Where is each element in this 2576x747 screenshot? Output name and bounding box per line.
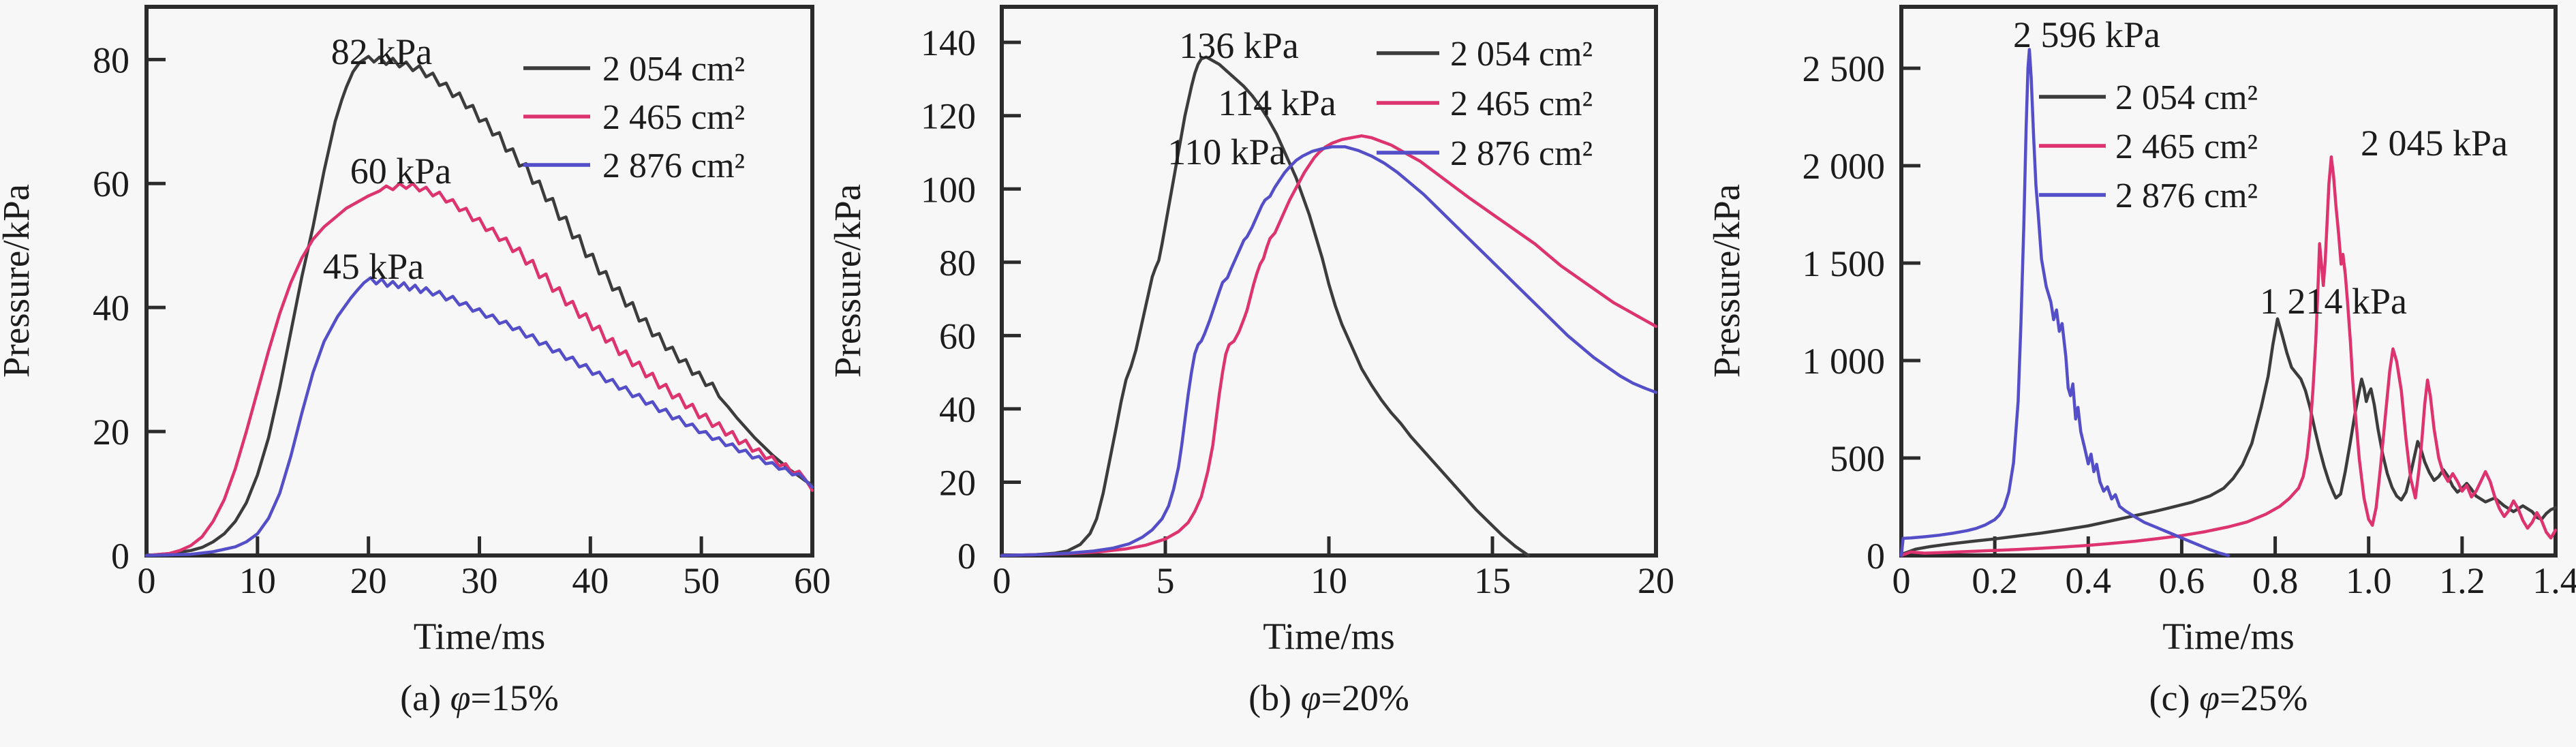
y-tick-label: 1 000 [1803, 341, 1886, 382]
axes-box [144, 5, 814, 558]
x-tick-label: 20 [350, 560, 387, 601]
peak-annotation: 2 596 kPa [2013, 14, 2160, 55]
chart-b: 0 20 40 60 80 100 120 140 0 5 10 15 20 136 kPa 114 kPa… [827, 5, 1674, 718]
subplot-caption: (c) φ=25% [2149, 677, 2308, 718]
legend: 2 054 cm² 2 465 cm² 2 876 cm² [2039, 78, 2258, 215]
y-tick-label: 1 500 [1803, 243, 1886, 284]
subplot-caption: (a) φ=15% [400, 677, 559, 718]
y-tick-label: 500 [1830, 438, 1885, 479]
series-line-2465cmcm2 [1000, 134, 1658, 558]
y-axis-label: Pressure/kPa [0, 184, 37, 378]
series-line-2876cmcm2 [144, 276, 814, 558]
peak-annotation: 114 kPa [1218, 82, 1336, 123]
x-tick-label: 0.2 [1972, 560, 2018, 601]
legend-label: 2 465 cm² [2115, 127, 2258, 166]
subplot-caption: (b) φ=20% [1248, 677, 1409, 718]
legend: 2 054 cm² 2 465 cm² 2 876 cm² [1377, 35, 1593, 173]
x-tick-label: 0.6 [2159, 560, 2205, 601]
x-tick-label: 20 [1638, 560, 1674, 601]
y-tick-label: 0 [111, 536, 129, 577]
y-tick-label: 120 [921, 96, 976, 137]
chart-a: 0 20 40 60 80 0 10 20 30 40 50 60 82 kPa 60 kPa 45 kPa… [0, 5, 831, 718]
series-line-2876cmcm2 [1000, 145, 1658, 558]
legend: 2 054 cm² 2 465 cm² 2 876 cm² [523, 50, 745, 185]
x-tick-label: 0 [138, 560, 156, 601]
legend-label: 2 876 cm² [2115, 177, 2258, 215]
x-axis-label: Time/ms [2162, 615, 2295, 657]
peak-annotation: 60 kPa [350, 151, 452, 192]
x-tick-label: 1.2 [2439, 560, 2485, 601]
series-line-2876cmcm2 [1899, 48, 2230, 558]
chart-c: 0 500 1 000 1 500 2 000 2 500 0 0.2 0.4 0.6 0.8 1.0… [1706, 5, 2576, 718]
x-tick-label: 0 [1892, 560, 1911, 601]
x-axis-label: Time/ms [414, 615, 546, 657]
y-tick-label: 20 [93, 412, 129, 453]
series-line-2054cmcm2 [1000, 55, 1531, 558]
x-axis-label: Time/ms [1263, 615, 1395, 657]
y-tick-label: 140 [921, 22, 976, 63]
y-tick-label: 40 [93, 288, 129, 329]
peak-annotation: 2 045 kPa [2361, 123, 2508, 164]
x-tick-label: 60 [794, 560, 831, 601]
axes-box [1000, 5, 1658, 558]
series-line-2465cmcm2 [1899, 155, 2558, 558]
y-axis-label: Pressure/kPa [827, 184, 868, 378]
x-tick-label: 15 [1474, 560, 1511, 601]
x-tick-label: 1.4 [2532, 560, 2576, 601]
x-tick-label: 10 [239, 560, 276, 601]
y-tick-label: 40 [939, 389, 976, 430]
legend-label: 2 054 cm² [2115, 78, 2258, 117]
legend-label: 2 054 cm² [1450, 35, 1593, 74]
x-tick-label: 1.0 [2346, 560, 2392, 601]
legend-label: 2 465 cm² [602, 98, 745, 137]
x-tick-label: 40 [572, 560, 609, 601]
y-axis-label: Pressure/kPa [1706, 184, 1747, 378]
y-tick-label: 100 [921, 169, 976, 210]
legend-label: 2 876 cm² [1450, 134, 1593, 173]
x-tick-label: 0.8 [2252, 560, 2299, 601]
x-tick-label: 50 [683, 560, 720, 601]
y-tick-label: 2 500 [1803, 48, 1886, 89]
peak-annotation: 45 kPa [323, 246, 425, 287]
y-tick-label: 60 [93, 164, 129, 204]
y-tick-label: 0 [1867, 536, 1885, 577]
y-tick-label: 80 [93, 40, 129, 80]
peak-annotation: 110 kPa [1167, 132, 1286, 172]
legend-label: 2 876 cm² [602, 147, 745, 185]
peak-annotation: 136 kPa [1179, 25, 1299, 66]
peak-annotation: 1 214 kPa [2260, 281, 2407, 322]
x-tick-label: 0 [993, 560, 1011, 601]
y-tick-label: 2 000 [1803, 146, 1886, 187]
y-tick-label: 0 [957, 536, 976, 577]
y-tick-label: 80 [939, 243, 976, 284]
peak-annotation: 82 kPa [331, 31, 433, 72]
x-tick-label: 10 [1310, 560, 1347, 601]
legend-label: 2 465 cm² [1450, 85, 1593, 123]
x-tick-label: 30 [461, 560, 498, 601]
x-tick-label: 5 [1156, 560, 1175, 601]
legend-label: 2 054 cm² [602, 50, 745, 89]
y-tick-label: 20 [939, 462, 976, 503]
y-tick-label: 60 [939, 316, 976, 356]
x-tick-label: 0.4 [2066, 560, 2112, 601]
series-line-2465cmcm2 [144, 181, 814, 558]
series-line-2054cmcm2 [144, 55, 814, 558]
series-line-2054cmcm2 [1899, 317, 2558, 556]
